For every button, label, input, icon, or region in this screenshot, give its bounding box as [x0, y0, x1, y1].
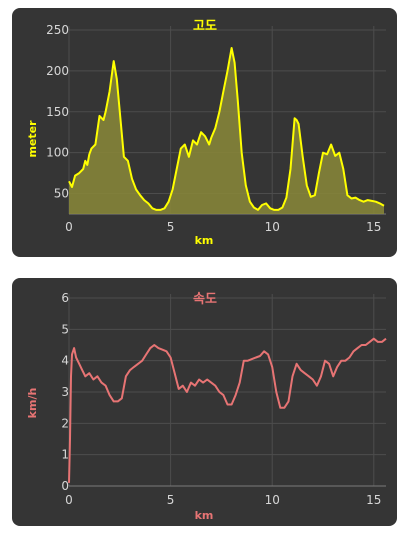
x-tick-label: 15	[366, 493, 381, 507]
altitude-x-axis-label: km	[195, 234, 214, 247]
speed-grid	[68, 294, 386, 487]
x-tick-label: 15	[366, 220, 381, 234]
altitude-line	[68, 47, 385, 211]
y-tick-label: 3	[61, 385, 69, 399]
y-tick-label: 50	[54, 187, 69, 201]
altitude-chart-panel: 0 5 10 15 50 100 150 200 250 고도 km meter	[12, 8, 397, 257]
speed-chart-title: 속도	[193, 292, 217, 307]
x-tick-label: 10	[265, 493, 280, 507]
altitude-area	[69, 48, 384, 214]
speed-chart: 0 5 10 15 0 1 2 3 4 5 6 속도 km km/h	[26, 291, 387, 522]
x-tick-label: 5	[167, 220, 175, 234]
altitude-tick-labels: 0 5 10 15 50 100 150 200 250	[46, 23, 381, 234]
speed-tick-labels: 0 5 10 15 0 1 2 3 4 5 6	[61, 291, 381, 507]
y-tick-label: 250	[46, 23, 69, 37]
x-tick-label: 0	[65, 493, 73, 507]
x-tick-label: 0	[65, 220, 73, 234]
y-tick-label: 2	[61, 416, 69, 430]
altitude-chart-title: 고도	[193, 19, 217, 34]
speed-chart-panel: 0 5 10 15 0 1 2 3 4 5 6 속도 km km/h	[12, 278, 397, 526]
x-tick-label: 10	[265, 220, 280, 234]
x-tick-label: 5	[167, 493, 175, 507]
speed-y-axis-label: km/h	[26, 388, 39, 419]
y-tick-label: 5	[61, 322, 69, 336]
y-tick-label: 100	[46, 146, 69, 160]
y-tick-label: 200	[46, 64, 69, 78]
altitude-y-axis-label: meter	[26, 120, 39, 158]
y-tick-label: 150	[46, 105, 69, 119]
altitude-chart: 0 5 10 15 50 100 150 200 250 고도 km meter	[26, 19, 386, 247]
speed-line	[68, 337, 387, 483]
y-tick-label: 6	[61, 291, 69, 305]
y-tick-label: 0	[61, 479, 69, 493]
y-tick-label: 1	[61, 448, 69, 462]
y-tick-label: 4	[61, 354, 69, 368]
speed-x-axis-label: km	[195, 509, 214, 522]
